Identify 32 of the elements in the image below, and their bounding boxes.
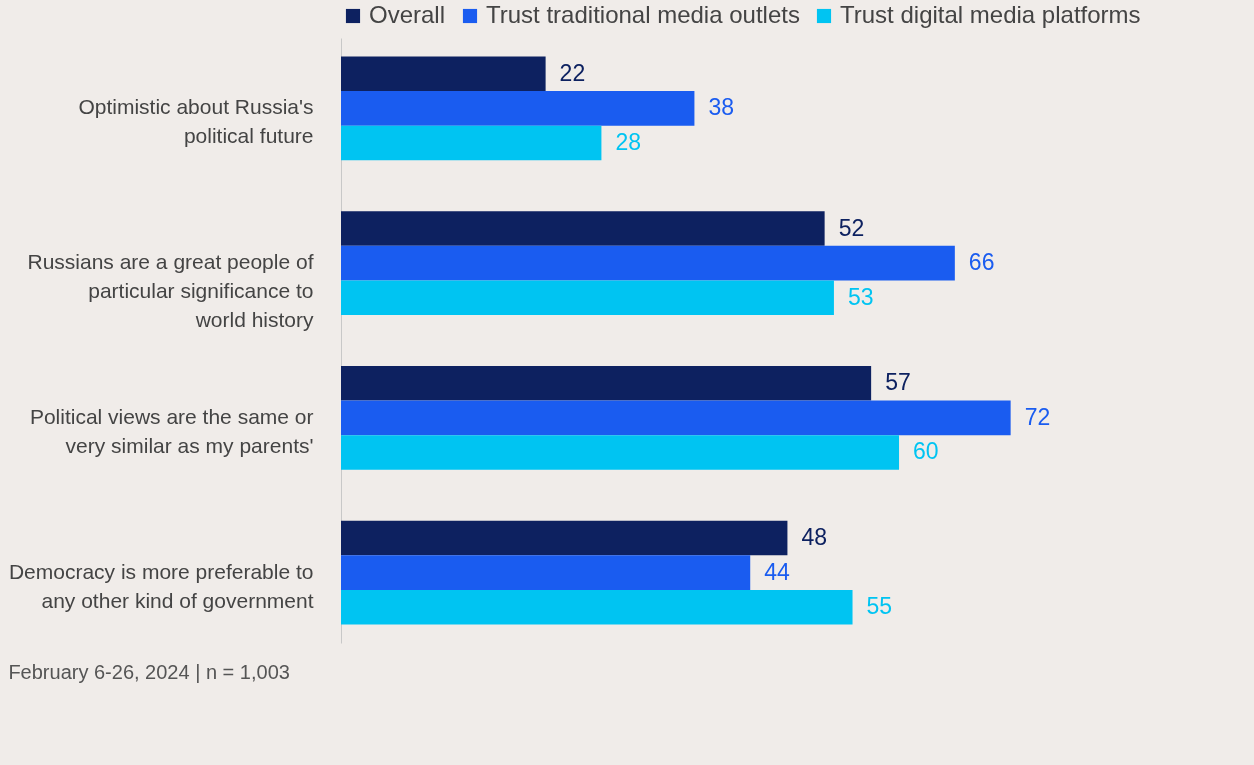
text: February 6-26, 2024 | n = 1,003 bbox=[8, 661, 290, 683]
data-label: 52 bbox=[838, 214, 865, 241]
data-label: 57 bbox=[885, 369, 911, 396]
bar bbox=[341, 589, 853, 625]
bar bbox=[341, 91, 695, 126]
legend-label: Trust digital media platforms bbox=[840, 1, 1141, 28]
data-label: 72 bbox=[1024, 403, 1051, 430]
bar bbox=[341, 280, 834, 315]
bar bbox=[341, 56, 546, 92]
bar bbox=[341, 366, 872, 401]
bar bbox=[341, 435, 900, 470]
bar bbox=[341, 555, 751, 590]
bar bbox=[341, 520, 788, 556]
data-label: 38 bbox=[708, 94, 735, 121]
bar bbox=[341, 400, 1011, 436]
bar bbox=[341, 245, 955, 281]
data-label: 48 bbox=[801, 524, 828, 551]
data-label: 60 bbox=[913, 438, 939, 465]
data-label: 28 bbox=[615, 128, 642, 155]
bar bbox=[341, 125, 602, 161]
legend-label: Overall bbox=[369, 1, 446, 28]
y-tick-label: Russians are a great people of particular significance to world history bbox=[27, 250, 314, 332]
y-tick-label: Democracy is more preferable to any other kind of government bbox=[8, 559, 314, 612]
y-tick-label: Optimistic about Russia's political future bbox=[78, 95, 314, 148]
data-label: 66 bbox=[968, 249, 995, 276]
bar bbox=[341, 211, 825, 246]
data-label: 55 bbox=[866, 593, 893, 620]
legend-label: Trust traditional media outlets bbox=[486, 1, 800, 28]
y-tick-label: Political views are the same or very similar as my parents' bbox=[29, 404, 314, 457]
data-label: 53 bbox=[847, 283, 874, 310]
data-label: 22 bbox=[559, 59, 586, 86]
data-label: 44 bbox=[764, 558, 791, 585]
